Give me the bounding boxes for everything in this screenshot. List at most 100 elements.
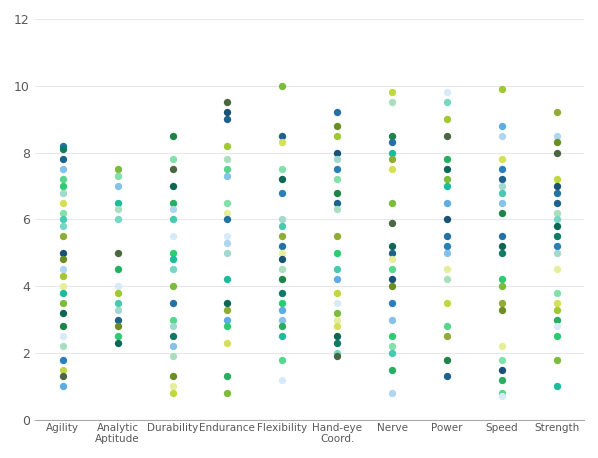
- Point: [222, 199, 232, 206]
- Point: [497, 182, 507, 190]
- Point: [552, 109, 562, 116]
- Point: [277, 232, 287, 240]
- Point: [497, 306, 507, 313]
- Point: [58, 266, 68, 273]
- Point: [332, 132, 342, 140]
- Point: [388, 256, 397, 263]
- Point: [332, 249, 342, 256]
- Point: [388, 299, 397, 306]
- Point: [388, 389, 397, 397]
- Point: [277, 222, 287, 229]
- Point: [277, 139, 287, 146]
- Point: [442, 115, 451, 123]
- Point: [167, 256, 177, 263]
- Point: [113, 172, 123, 180]
- Point: [552, 232, 562, 240]
- Point: [332, 189, 342, 196]
- Point: [58, 249, 68, 256]
- Point: [113, 316, 123, 323]
- Point: [113, 199, 123, 206]
- Point: [277, 132, 287, 140]
- Point: [552, 216, 562, 223]
- Point: [332, 299, 342, 306]
- Point: [497, 366, 507, 373]
- Point: [442, 165, 451, 173]
- Point: [58, 366, 68, 373]
- Point: [58, 146, 68, 153]
- Point: [58, 373, 68, 380]
- Point: [442, 132, 451, 140]
- Point: [58, 256, 68, 263]
- Point: [167, 299, 177, 306]
- Point: [552, 222, 562, 229]
- Point: [332, 353, 342, 360]
- Point: [222, 115, 232, 123]
- Point: [332, 149, 342, 156]
- Point: [167, 249, 177, 256]
- Point: [497, 209, 507, 216]
- Point: [388, 219, 397, 226]
- Point: [442, 373, 451, 380]
- Point: [58, 182, 68, 190]
- Point: [332, 289, 342, 296]
- Point: [277, 316, 287, 323]
- Point: [442, 356, 451, 363]
- Point: [167, 216, 177, 223]
- Point: [552, 189, 562, 196]
- Point: [552, 209, 562, 216]
- Point: [167, 206, 177, 213]
- Point: [552, 182, 562, 190]
- Point: [277, 216, 287, 223]
- Point: [497, 85, 507, 93]
- Point: [167, 333, 177, 340]
- Point: [497, 249, 507, 256]
- Point: [552, 266, 562, 273]
- Point: [58, 209, 68, 216]
- Point: [332, 206, 342, 213]
- Point: [442, 242, 451, 250]
- Point: [167, 383, 177, 390]
- Point: [497, 393, 507, 400]
- Point: [552, 333, 562, 340]
- Point: [442, 333, 451, 340]
- Point: [167, 199, 177, 206]
- Point: [552, 199, 562, 206]
- Point: [113, 289, 123, 296]
- Point: [552, 299, 562, 306]
- Point: [442, 249, 451, 256]
- Point: [332, 175, 342, 183]
- Point: [552, 322, 562, 330]
- Point: [277, 242, 287, 250]
- Point: [58, 322, 68, 330]
- Point: [552, 132, 562, 140]
- Point: [222, 299, 232, 306]
- Point: [58, 222, 68, 229]
- Point: [222, 209, 232, 216]
- Point: [332, 333, 342, 340]
- Point: [388, 199, 397, 206]
- Point: [552, 306, 562, 313]
- Point: [332, 165, 342, 173]
- Point: [58, 283, 68, 290]
- Point: [58, 356, 68, 363]
- Point: [332, 316, 342, 323]
- Point: [222, 109, 232, 116]
- Point: [497, 156, 507, 163]
- Point: [58, 142, 68, 149]
- Point: [497, 165, 507, 173]
- Point: [497, 356, 507, 363]
- Point: [277, 175, 287, 183]
- Point: [58, 333, 68, 340]
- Point: [388, 333, 397, 340]
- Point: [222, 306, 232, 313]
- Point: [442, 99, 451, 106]
- Point: [167, 182, 177, 190]
- Point: [332, 309, 342, 316]
- Point: [222, 249, 232, 256]
- Point: [167, 156, 177, 163]
- Point: [277, 276, 287, 283]
- Point: [222, 232, 232, 240]
- Point: [58, 156, 68, 163]
- Point: [277, 249, 287, 256]
- Point: [58, 216, 68, 223]
